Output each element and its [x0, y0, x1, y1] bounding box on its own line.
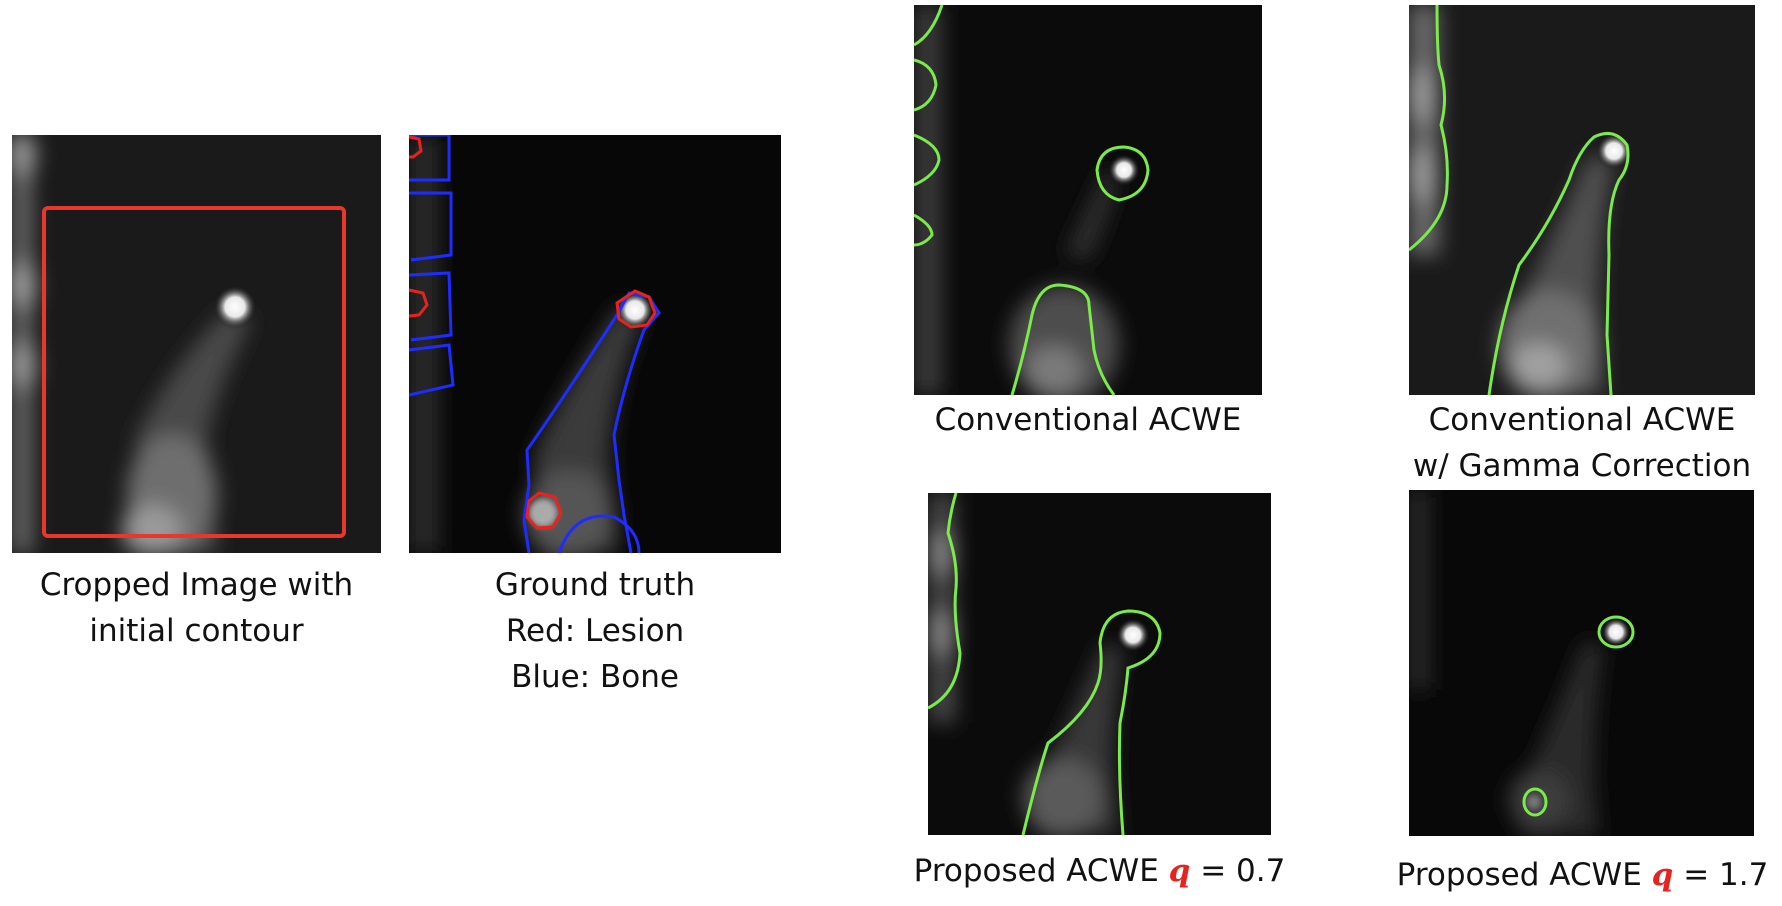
ground-truth-image: [409, 135, 781, 553]
conventional-gamma-panel: [1409, 5, 1755, 395]
caption-line: Blue: Bone: [511, 659, 679, 695]
caption-line: Red: Lesion: [505, 613, 685, 649]
q-symbol: q: [1651, 857, 1674, 893]
cropped-image: [12, 135, 381, 553]
lesion-contour-left: [409, 288, 429, 318]
initial-contour-box: [42, 206, 346, 538]
segmentation-contour-limb: [1021, 609, 1162, 835]
bone-contour-spine: [409, 135, 455, 397]
caption-line: Cropped Image with: [39, 567, 354, 603]
lesion-contour-lower: [525, 491, 563, 530]
lesion-contour-top: [615, 289, 657, 329]
caption-text: Proposed ACWE: [1396, 857, 1652, 893]
caption-line: initial contour: [89, 613, 304, 649]
segmentation-contour-spine: [928, 493, 962, 710]
segmentation-contour-limb: [1487, 131, 1630, 395]
caption-value: = 0.7: [1190, 853, 1286, 889]
caption-line: w/ Gamma Correction: [1412, 448, 1752, 484]
caption-proposed-q17: Proposed ACWE q = 1.7: [1387, 852, 1778, 898]
q-symbol: q: [1168, 853, 1191, 889]
segmentation-contour-small: [1522, 787, 1548, 817]
proposed-q17-image: [1409, 490, 1754, 836]
segmentation-contour-limb: [1010, 283, 1116, 395]
ground-truth-panel: [409, 135, 781, 553]
cropped-image-panel: [12, 135, 381, 553]
conventional-acwe-panel: [914, 5, 1262, 395]
lesion-contour-corner: [409, 135, 423, 159]
bone-contour-limb: [522, 291, 661, 553]
segmentation-contour-lesion: [1095, 145, 1150, 202]
caption-conventional-gamma: Conventional ACWE w/ Gamma Correction: [1409, 397, 1755, 489]
caption-cropped: Cropped Image with initial contour: [12, 562, 381, 654]
proposed-q07-image: [928, 493, 1271, 835]
caption-line: Conventional ACWE: [1428, 402, 1736, 438]
bone-contour-lower: [557, 514, 641, 553]
caption-proposed-q07: Proposed ACWE q = 0.7: [894, 848, 1305, 894]
segmentation-contour-lesion: [1597, 615, 1635, 649]
caption-ground-truth: Ground truth Red: Lesion Blue: Bone: [409, 562, 781, 700]
conventional-gamma-image: [1409, 5, 1755, 395]
conventional-acwe-image: [914, 5, 1262, 395]
segmentation-contour-spine: [1409, 5, 1449, 252]
caption-line: Ground truth: [494, 567, 696, 603]
proposed-q07-panel: [928, 493, 1271, 835]
segmentation-contour-spine: [914, 5, 944, 247]
caption-text: Proposed ACWE: [913, 853, 1169, 889]
proposed-q17-panel: [1409, 490, 1754, 836]
caption-line: Conventional ACWE: [934, 402, 1242, 438]
caption-value: = 1.7: [1673, 857, 1769, 893]
caption-conventional: Conventional ACWE: [914, 397, 1262, 443]
